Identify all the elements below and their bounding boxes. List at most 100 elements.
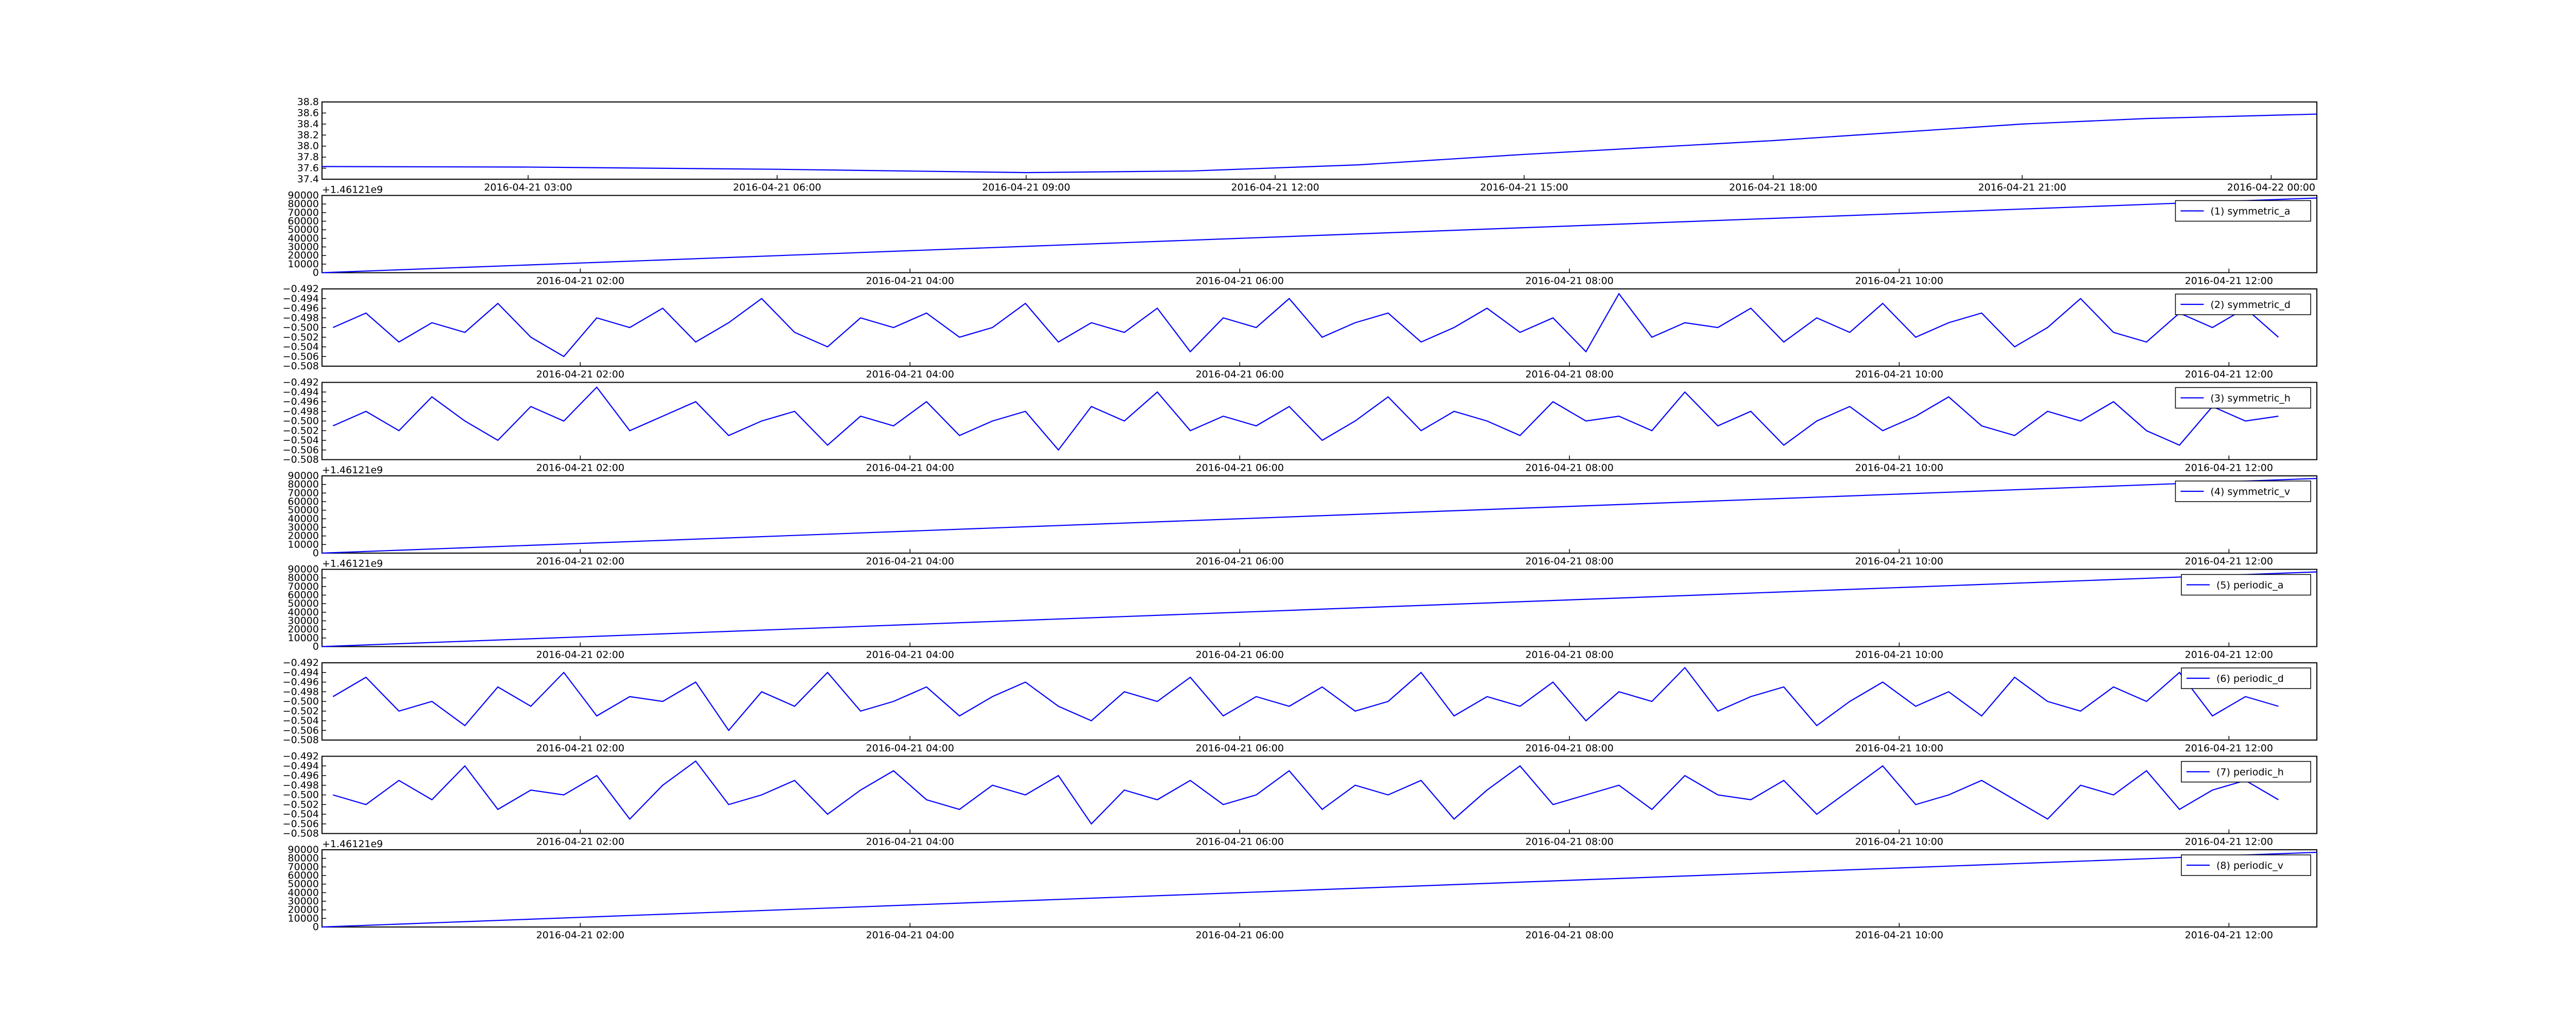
subplot: 0100002000030000400005000060000700008000… bbox=[288, 184, 2317, 287]
y-tick-label: −0.500 bbox=[283, 789, 319, 801]
y-tick-label: −0.492 bbox=[283, 283, 319, 295]
x-tick-label: 2016-04-21 04:00 bbox=[866, 276, 954, 287]
plot-frame bbox=[321, 288, 2317, 367]
y-tick-label: −0.500 bbox=[283, 696, 319, 707]
y-tick-label: −0.506 bbox=[283, 351, 319, 362]
data-line bbox=[321, 571, 2317, 647]
y-tick-label: −0.492 bbox=[283, 751, 319, 762]
x-tick-label: 2016-04-21 08:00 bbox=[1526, 556, 1614, 567]
x-tick-label: 2016-04-21 06:00 bbox=[1196, 743, 1284, 754]
x-tick-label: 2016-04-21 12:00 bbox=[2185, 930, 2273, 941]
y-tick-label: 70000 bbox=[288, 581, 319, 592]
x-tick-label: 2016-04-21 12:00 bbox=[2185, 743, 2273, 754]
x-tick-label: 2016-04-21 12:00 bbox=[2185, 649, 2273, 661]
y-tick-label: 90000 bbox=[288, 564, 319, 575]
y-tick-label: −0.504 bbox=[283, 715, 319, 727]
y-tick-label: −0.500 bbox=[283, 416, 319, 427]
y-tick-label: −0.496 bbox=[283, 396, 319, 407]
x-tick-label: 2016-04-21 02:00 bbox=[536, 743, 624, 754]
legend: (6) periodic_d bbox=[2181, 667, 2311, 689]
y-tick-label: 50000 bbox=[288, 505, 319, 516]
legend-label: (2) symmetric_d bbox=[2211, 299, 2291, 311]
legend: (7) periodic_h bbox=[2181, 761, 2311, 783]
y-tick-label: 70000 bbox=[288, 487, 319, 499]
y-tick-label: 38.4 bbox=[297, 118, 319, 130]
legend: (8) periodic_v bbox=[2181, 854, 2311, 876]
x-tick-label: 2016-04-21 08:00 bbox=[1526, 369, 1614, 380]
x-tick-label: 2016-04-21 08:00 bbox=[1526, 743, 1614, 754]
y-tick-label: 37.4 bbox=[297, 174, 319, 185]
y-tick-label: 60000 bbox=[288, 590, 319, 601]
offset-text: +1.46121e9 bbox=[322, 184, 383, 196]
y-tick-label: 30000 bbox=[288, 242, 319, 253]
y-tick-label: −0.508 bbox=[283, 360, 319, 372]
x-tick-label: 2016-04-21 12:00 bbox=[2185, 556, 2273, 567]
y-tick-label: −0.498 bbox=[283, 406, 319, 417]
data-line bbox=[321, 197, 2317, 273]
x-tick-label: 2016-04-21 04:00 bbox=[866, 556, 954, 567]
legend-label: (6) periodic_d bbox=[2216, 673, 2284, 684]
subplot: −0.508−0.506−0.504−0.502−0.500−0.498−0.4… bbox=[283, 657, 2317, 754]
y-tick-label: 10000 bbox=[288, 913, 319, 924]
y-tick-label: −0.508 bbox=[283, 828, 319, 839]
y-tick-label: −0.508 bbox=[283, 454, 319, 466]
x-tick-label: 2016-04-21 15:00 bbox=[1480, 182, 1568, 193]
x-tick-label: 2016-04-21 12:00 bbox=[2185, 462, 2273, 474]
y-tick-label: −0.504 bbox=[283, 435, 319, 446]
x-tick-label: 2016-04-21 06:00 bbox=[1196, 462, 1284, 474]
x-tick-label: 2016-04-21 04:00 bbox=[866, 369, 954, 380]
legend: (5) periodic_a bbox=[2181, 574, 2311, 596]
plot-frame bbox=[321, 195, 2317, 273]
x-tick-label: 2016-04-21 02:00 bbox=[536, 649, 624, 661]
y-tick-label: −0.498 bbox=[283, 312, 319, 323]
x-tick-label: 2016-04-21 10:00 bbox=[1855, 369, 1943, 380]
x-tick-label: 2016-04-21 12:00 bbox=[2185, 276, 2273, 287]
x-tick-label: 2016-04-21 12:00 bbox=[1231, 182, 1319, 193]
y-tick-label: 90000 bbox=[288, 190, 319, 201]
x-tick-label: 2016-04-21 04:00 bbox=[866, 462, 954, 474]
x-tick-label: 2016-04-21 09:00 bbox=[982, 182, 1070, 193]
y-tick-label: 37.6 bbox=[297, 163, 319, 174]
y-tick-label: −0.504 bbox=[283, 341, 319, 353]
y-tick-label: −0.502 bbox=[283, 425, 319, 436]
legend-label: (8) periodic_v bbox=[2216, 860, 2283, 871]
y-tick-label: −0.508 bbox=[283, 734, 319, 746]
y-tick-label: 90000 bbox=[288, 470, 319, 482]
y-tick-label: −0.494 bbox=[283, 386, 319, 398]
y-tick-label: 0 bbox=[313, 267, 319, 279]
legend-label: (5) periodic_a bbox=[2216, 580, 2283, 591]
y-tick-label: −0.506 bbox=[283, 444, 319, 456]
y-tick-label: −0.500 bbox=[283, 322, 319, 333]
y-tick-label: 60000 bbox=[288, 870, 319, 881]
x-tick-label: 2016-04-21 04:00 bbox=[866, 743, 954, 754]
x-tick-label: 2016-04-21 18:00 bbox=[1729, 182, 1817, 193]
x-tick-label: 2016-04-21 06:00 bbox=[1196, 930, 1284, 941]
legend: (2) symmetric_d bbox=[2175, 294, 2311, 315]
x-tick-label: 2016-04-21 02:00 bbox=[536, 462, 624, 474]
y-tick-label: 30000 bbox=[288, 522, 319, 533]
y-tick-label: 50000 bbox=[288, 879, 319, 890]
x-tick-label: 2016-04-21 04:00 bbox=[866, 836, 954, 848]
legend-label: (4) symmetric_v bbox=[2211, 486, 2291, 497]
x-tick-label: 2016-04-21 12:00 bbox=[2185, 369, 2273, 380]
y-tick-label: 10000 bbox=[288, 632, 319, 644]
offset-text: +1.46121e9 bbox=[322, 838, 383, 850]
x-tick-label: 2016-04-21 02:00 bbox=[536, 930, 624, 941]
data-line bbox=[332, 293, 2279, 357]
subplot: 0100002000030000400005000060000700008000… bbox=[288, 558, 2317, 661]
y-tick-label: 40000 bbox=[288, 233, 319, 244]
x-tick-label: 2016-04-21 21:00 bbox=[1978, 182, 2066, 193]
x-tick-label: 2016-04-21 06:00 bbox=[1196, 556, 1284, 567]
data-line bbox=[321, 113, 2317, 174]
y-tick-label: 70000 bbox=[288, 207, 319, 218]
y-tick-label: 0 bbox=[313, 547, 319, 559]
legend: (4) symmetric_v bbox=[2175, 480, 2311, 502]
plot-frame bbox=[321, 756, 2317, 834]
y-tick-label: 80000 bbox=[288, 853, 319, 864]
x-tick-label: 2016-04-21 04:00 bbox=[866, 649, 954, 661]
legend: (3) symmetric_h bbox=[2175, 387, 2311, 409]
legend: (1) symmetric_a bbox=[2175, 200, 2311, 222]
data-line bbox=[333, 760, 2279, 825]
y-tick-label: 38.8 bbox=[297, 96, 319, 108]
x-tick-label: 2016-04-21 02:00 bbox=[536, 276, 624, 287]
